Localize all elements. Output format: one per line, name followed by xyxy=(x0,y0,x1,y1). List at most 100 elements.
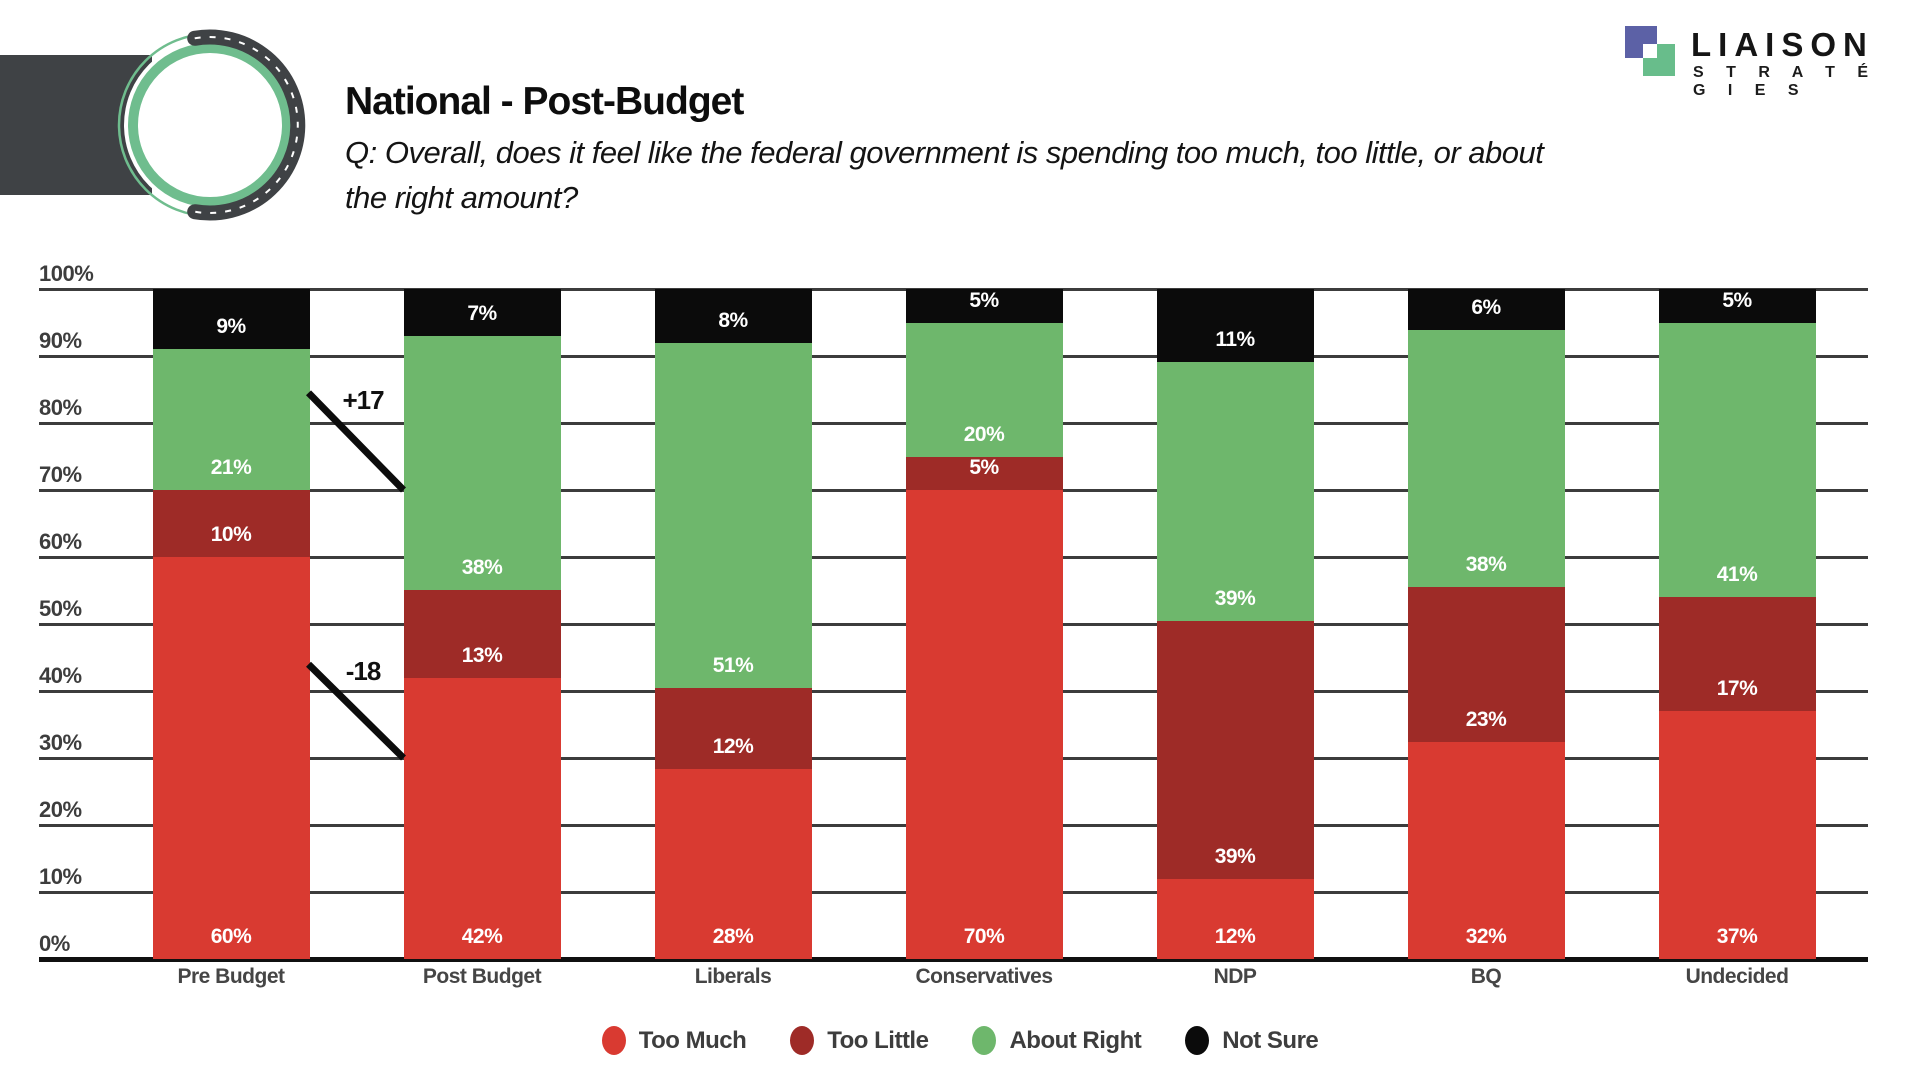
x-axis-line xyxy=(39,957,1868,962)
segment-value-label: 51% xyxy=(712,654,754,678)
legend-label: Too Much xyxy=(638,1026,747,1054)
brand-name: LIAISON xyxy=(1691,26,1874,63)
segment-value-label: 5% xyxy=(969,456,999,479)
bar-segment-not-sure: 7% xyxy=(403,289,561,336)
legend-item-too-much: Too Much xyxy=(601,1026,747,1055)
segment-value-label: 42% xyxy=(461,924,503,948)
page-title: National - Post-Budget xyxy=(345,80,744,123)
y-tick-label: 80% xyxy=(39,395,82,420)
survey-question-line1: Q: Overall, does it feel like the federa… xyxy=(345,135,1544,170)
x-category-label: Post Budget xyxy=(422,965,542,988)
segment-value-label: 21% xyxy=(210,455,252,479)
legend-marker xyxy=(972,1026,997,1055)
bar-bq: 6% 38% 23% 32% xyxy=(1407,289,1565,959)
y-tick-label: 90% xyxy=(39,328,82,353)
bar-liberals: 8% 51% 12% 28% xyxy=(654,289,812,959)
bar-segment-too-little: 13% xyxy=(403,590,561,678)
bar-segment-about-right: 41% xyxy=(1658,322,1816,598)
x-category-label: BQ xyxy=(1470,965,1502,988)
annotation-label: -18 xyxy=(345,656,382,687)
segment-value-label: 38% xyxy=(461,556,503,580)
bar-segment-too-little: 39% xyxy=(1156,620,1314,880)
x-category-label: Pre Budget xyxy=(177,965,285,988)
y-tick-label: 60% xyxy=(39,529,82,554)
bar-segment-too-much: 70% xyxy=(905,490,1063,959)
legend-item-not-sure: Not Sure xyxy=(1185,1026,1319,1055)
segment-value-label: 37% xyxy=(1716,924,1758,948)
bar-segment-too-little: 23% xyxy=(1407,586,1565,743)
segment-value-label: 20% xyxy=(963,422,1005,446)
y-tick-label: 100% xyxy=(39,261,94,286)
annotation-label: +17 xyxy=(342,384,384,415)
x-category-label: Conservatives xyxy=(915,965,1053,988)
segment-value-label: 12% xyxy=(1214,924,1256,948)
legend-label: Too Little xyxy=(827,1026,929,1054)
y-tick-label: 10% xyxy=(39,864,82,889)
y-tick-label: 40% xyxy=(39,663,82,688)
bar-segment-not-sure: 5% xyxy=(905,288,1063,323)
segment-value-label: 6% xyxy=(1471,295,1501,319)
bar-segment-not-sure: 8% xyxy=(654,289,812,344)
bar-segment-about-right: 20% xyxy=(905,322,1063,457)
bar-pre-budget: 9% 21% 10% 60% xyxy=(152,289,310,959)
bar-segment-too-much: 32% xyxy=(1407,742,1565,959)
segment-value-label: 32% xyxy=(1465,924,1507,948)
segment-value-label: 41% xyxy=(1716,563,1758,587)
bar-segment-not-sure: 5% xyxy=(1658,288,1816,323)
y-tick-label: 30% xyxy=(39,730,82,755)
chart-legend: Too Much Too Little About Right Not Sure xyxy=(0,1026,1920,1055)
segment-value-label: 13% xyxy=(461,643,503,667)
legend-marker xyxy=(1185,1026,1210,1055)
x-category-label: NDP xyxy=(1213,965,1257,988)
segment-value-label: 9% xyxy=(216,315,246,339)
segment-value-label: 23% xyxy=(1465,708,1507,732)
survey-question-line2: the right amount? xyxy=(345,180,578,215)
legend-item-about-right: About Right xyxy=(972,1026,1142,1055)
survey-question: Q: Overall, does it feel like the federa… xyxy=(345,130,1544,220)
bar-segment-about-right: 21% xyxy=(152,349,310,490)
segment-value-label: 11% xyxy=(1215,327,1255,351)
bar-segment-too-little: 17% xyxy=(1658,597,1816,712)
segment-value-label: 5% xyxy=(969,288,999,312)
segment-value-label: 10% xyxy=(210,522,252,546)
bar-segment-not-sure: 9% xyxy=(152,289,310,350)
segment-value-label: 5% xyxy=(1722,288,1752,312)
bar-segment-about-right: 39% xyxy=(1156,361,1314,621)
y-tick-label: 50% xyxy=(39,596,82,621)
segment-value-label: 8% xyxy=(718,309,748,333)
bar-segment-too-little: 10% xyxy=(152,489,310,557)
bar-ndp: 11% 39% 39% 12% xyxy=(1156,289,1314,959)
legend-marker xyxy=(790,1026,815,1055)
bar-segment-about-right: 38% xyxy=(1407,329,1565,587)
legend-label: Not Sure xyxy=(1222,1026,1319,1054)
bar-conservatives: 5% 20% 5% 70% xyxy=(905,288,1063,959)
bar-segment-too-little: 12% xyxy=(654,688,812,770)
brand-tagline: S T R A T É G I E S xyxy=(1693,64,1878,99)
segment-value-label: 38% xyxy=(1465,552,1507,576)
segment-value-label: 28% xyxy=(712,924,754,948)
y-tick-label: 20% xyxy=(39,797,82,822)
bar-segment-too-much: 60% xyxy=(152,556,310,959)
brand-overlap-square xyxy=(1643,44,1657,58)
bar-segment-too-much: 37% xyxy=(1658,711,1816,959)
liaison-circle-logo-icon xyxy=(0,29,306,221)
segment-value-label: 60% xyxy=(210,924,252,948)
bar-segment-too-much: 12% xyxy=(1156,879,1314,959)
legend-marker xyxy=(601,1026,626,1055)
segment-value-label: 70% xyxy=(963,925,1005,948)
segment-value-label: 7% xyxy=(467,301,497,325)
segment-value-label: 39% xyxy=(1214,586,1256,610)
bar-segment-too-much: 42% xyxy=(403,677,561,959)
brand-logo: LIAISON S T R A T É G I E S xyxy=(1625,26,1905,99)
bar-undecided: 5% 41% 17% 37% xyxy=(1658,288,1816,959)
x-category-label: Undecided xyxy=(1685,965,1789,988)
segment-value-label: 39% xyxy=(1214,845,1256,869)
y-tick-label: 0% xyxy=(39,931,70,956)
legend-item-too-little: Too Little xyxy=(790,1026,929,1055)
bar-segment-not-sure: 11% xyxy=(1156,289,1314,362)
bar-segment-about-right: 51% xyxy=(654,343,812,689)
bar-segment-about-right: 38% xyxy=(403,335,561,591)
bar-segment-too-little: 5% xyxy=(905,456,1063,490)
bar-post-budget: 7% 38% 13% 42% xyxy=(403,289,561,959)
